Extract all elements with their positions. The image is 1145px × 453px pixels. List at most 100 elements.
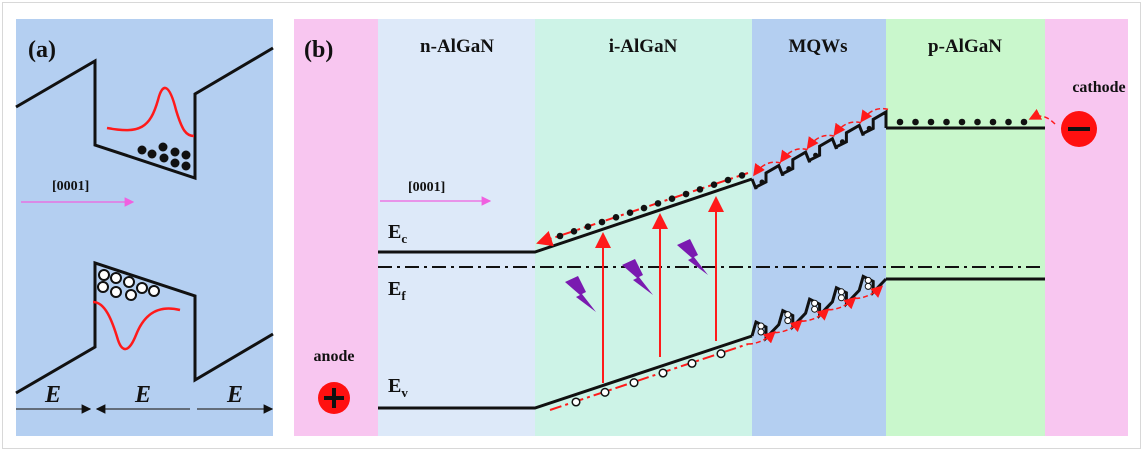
well-electron xyxy=(866,125,872,131)
lightning-icon xyxy=(677,239,708,275)
mqw-conduction-band xyxy=(750,109,888,190)
well-hole xyxy=(837,294,845,302)
electron xyxy=(668,195,676,203)
electron-hop-arrow xyxy=(753,161,781,177)
valence-band xyxy=(378,334,753,410)
hole-hop-arrow xyxy=(747,330,776,345)
hole xyxy=(600,387,610,397)
holes-cluster xyxy=(97,269,160,301)
region-label-n-algan: n-AlGaN xyxy=(420,36,494,57)
electron xyxy=(584,223,592,230)
electron-injection-arrow xyxy=(1028,108,1056,125)
hole-wavefunction xyxy=(92,300,181,351)
electron-wavefunction xyxy=(106,86,195,138)
well-hole xyxy=(811,299,819,307)
well-hole xyxy=(864,276,872,284)
electron-hop-arrow xyxy=(806,134,835,150)
well-electron xyxy=(759,179,765,185)
well-hole xyxy=(811,305,819,313)
well-hole xyxy=(784,311,792,319)
p-algan-electrons xyxy=(896,118,1028,126)
ec-label: Ec xyxy=(388,221,407,246)
electron xyxy=(570,228,578,235)
minus-bar xyxy=(1068,127,1090,131)
anode-label: anode xyxy=(314,348,355,365)
well-hole xyxy=(757,322,765,330)
ef-label: Ef xyxy=(388,278,406,303)
panel-a-background xyxy=(16,19,273,436)
ev-label: Ev xyxy=(388,375,408,400)
plus-bar xyxy=(332,388,336,408)
hole xyxy=(571,397,581,407)
mqws-region xyxy=(752,19,886,436)
region-label-p-algan: p-AlGaN xyxy=(928,36,1002,57)
hole-hop-arrow xyxy=(774,319,803,334)
n-algan-region xyxy=(378,19,535,436)
electrons-cluster xyxy=(137,142,191,171)
electron xyxy=(724,176,732,184)
well-hole xyxy=(864,282,872,290)
electron-hop-arrow xyxy=(860,107,889,123)
hole-hop-arrow xyxy=(801,308,830,322)
panel-a-direction-label: [0001] xyxy=(52,179,89,194)
electron-hop-arrow xyxy=(779,148,808,163)
electron xyxy=(598,218,606,226)
well-hole xyxy=(757,328,765,336)
electron xyxy=(989,118,997,126)
cathode-contact-region xyxy=(1045,19,1128,436)
field-label-left: E xyxy=(44,382,61,408)
electron xyxy=(696,186,704,193)
anode-contact-region xyxy=(294,19,378,436)
lightning-icon xyxy=(622,259,653,295)
well-electron xyxy=(813,152,819,158)
region-label-i-algan: i-AlGaN xyxy=(609,36,678,57)
electron-hop-arrow xyxy=(833,121,862,137)
electron xyxy=(654,200,662,207)
conduction-band-well xyxy=(15,46,274,181)
electron xyxy=(626,209,634,216)
electron xyxy=(1005,118,1012,126)
field-label-right: E xyxy=(226,382,243,408)
electron xyxy=(974,118,981,126)
well-hole xyxy=(784,317,792,325)
electron xyxy=(710,181,718,189)
electron xyxy=(682,190,690,198)
cathode-label: cathode xyxy=(1072,79,1125,96)
mqw-carriers xyxy=(747,107,889,345)
electron xyxy=(958,118,966,126)
electron xyxy=(1020,118,1028,126)
well-electron xyxy=(786,166,792,172)
well-hole xyxy=(837,288,845,296)
hole xyxy=(658,368,668,378)
hole xyxy=(687,358,697,368)
electron xyxy=(896,118,904,126)
hole xyxy=(629,378,639,388)
electron xyxy=(640,204,648,212)
hole-hop-arrow xyxy=(855,285,884,300)
hole xyxy=(716,349,726,359)
conduction-band xyxy=(378,177,753,254)
valence-band-well xyxy=(15,260,274,395)
hole-hop-arrow xyxy=(828,296,857,311)
field-label-middle: E xyxy=(134,382,151,408)
i-algan-holes xyxy=(571,349,726,407)
panel-a-label: (a) xyxy=(28,37,56,63)
panel-b: (b) n-AlGaN i-AlGaN MQWs p-AlGaN [0001] … xyxy=(294,19,1128,436)
panel-b-label: (b) xyxy=(304,37,333,63)
p-algan-region xyxy=(886,19,1045,436)
panel-b-direction-label: [0001] xyxy=(408,180,445,195)
electron xyxy=(927,118,935,126)
electron xyxy=(912,118,919,126)
well-electron xyxy=(839,139,845,145)
region-label-mqws: MQWs xyxy=(788,36,847,57)
electron xyxy=(738,172,746,179)
i-algan-electrons xyxy=(556,172,746,240)
lightning-icon xyxy=(565,276,596,312)
hole-transport-arrow xyxy=(549,343,749,411)
electron xyxy=(612,214,620,221)
electron xyxy=(943,118,950,126)
electron xyxy=(556,232,564,240)
panel-a: (a) [0001] E E E xyxy=(15,19,274,436)
